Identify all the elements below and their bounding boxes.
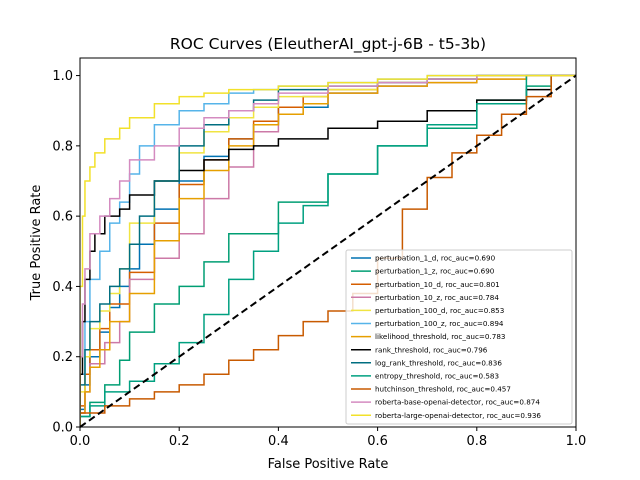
legend-label: roberta-large-openai-detector, roc_auc=0… (375, 411, 541, 420)
y-tick-label: 0.6 (52, 210, 73, 225)
legend-label: roberta-base-openai-detector, roc_auc=0.… (375, 398, 540, 407)
series-line-10 (80, 74, 576, 427)
y-tick-label: 0.2 (52, 350, 73, 365)
x-tick-label: 0.8 (466, 434, 487, 449)
chart-title: ROC Curves (EleutherAI_gpt-j-6B - t5-3b) (170, 35, 486, 54)
legend-label: perturbation_1_z, roc_auc=0.690 (375, 267, 495, 276)
legend-label: perturbation_100_d, roc_auc=0.853 (375, 306, 504, 315)
y-tick-label: 0.8 (52, 139, 73, 154)
legend-label: perturbation_10_z, roc_auc=0.784 (375, 293, 499, 302)
y-axis-title: True Positive Rate (29, 185, 44, 302)
legend: perturbation_1_d, roc_auc=0.690 perturbat… (345, 249, 573, 425)
x-tick-label: 0.4 (268, 434, 289, 449)
y-tick-label: 1.0 (52, 69, 73, 84)
legend-label: entropy_threshold, roc_auc=0.583 (375, 372, 499, 381)
x-axis-title: False Positive Rate (268, 457, 389, 472)
series-line-9 (80, 74, 576, 427)
x-tick-label: 0.6 (367, 434, 388, 449)
legend-label: perturbation_10_d, roc_auc=0.801 (375, 280, 500, 289)
x-tick-label: 0.2 (169, 434, 190, 449)
reference-group (79, 74, 577, 428)
x-tick-label: 1.0 (566, 434, 587, 449)
y-tick-label: 0.4 (52, 280, 73, 295)
x-tick-label: 0.0 (70, 434, 91, 449)
y-tick-label: 0.0 (52, 421, 73, 436)
plot-frame (79, 57, 577, 428)
legend-box (345, 249, 573, 425)
legend-label: perturbation_100_z, roc_auc=0.894 (375, 319, 504, 328)
series-line-12 (80, 74, 576, 427)
legend-label: rank_threshold, roc_auc=0.796 (375, 345, 488, 354)
legend-label: hutchinson_threshold, roc_auc=0.457 (375, 385, 511, 394)
legend-label: perturbation_1_d, roc_auc=0.690 (375, 254, 496, 263)
reference-diagonal (79, 74, 577, 428)
ticks-group: 0.0 0.2 0.4 0.6 0.8 1.0 0.0 0.2 0.4 0.6 0.8 1.0 (52, 69, 586, 449)
legend-label: log_rank_threshold, roc_auc=0.836 (375, 358, 502, 367)
series-group (80, 74, 576, 427)
series-line-6 (80, 74, 576, 427)
legend-label: likelihood_threshold, roc_auc=0.783 (375, 332, 506, 341)
